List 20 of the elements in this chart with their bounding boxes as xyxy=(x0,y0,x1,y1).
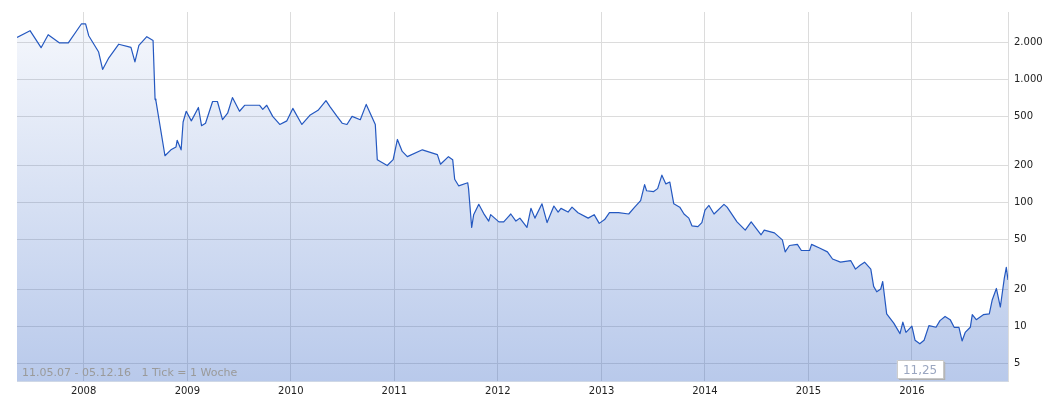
x-tick-label: 2014 xyxy=(692,384,718,396)
x-tick-label: 2013 xyxy=(588,384,615,396)
x-tick-label: 2010 xyxy=(278,384,304,396)
y-tick-label: 20 xyxy=(1014,282,1027,294)
y-tick-label: 5 xyxy=(1014,356,1021,368)
x-tick-label: 2015 xyxy=(795,384,822,396)
x-tick-label: 2008 xyxy=(70,384,97,396)
annotation: 11,25 xyxy=(902,363,938,377)
y-tick-label: 200 xyxy=(1014,159,1034,171)
y-tick-label: 500 xyxy=(1014,109,1034,121)
x-tick-label: 2011 xyxy=(381,384,408,396)
y-tick-label: 100 xyxy=(1014,196,1034,208)
y-tick-label: 2.000 xyxy=(1014,35,1043,47)
x-tick-label: 2009 xyxy=(174,384,201,396)
annotation: 11.05.07 - 05.12.16 1 Tick = 1 Woche xyxy=(22,366,238,379)
y-tick-label: 1.000 xyxy=(1014,72,1043,84)
y-tick-label: 10 xyxy=(1014,319,1027,331)
x-tick-label: 2012 xyxy=(485,384,511,396)
x-tick-label: 2016 xyxy=(899,384,925,396)
y-tick-label: 50 xyxy=(1014,233,1027,245)
